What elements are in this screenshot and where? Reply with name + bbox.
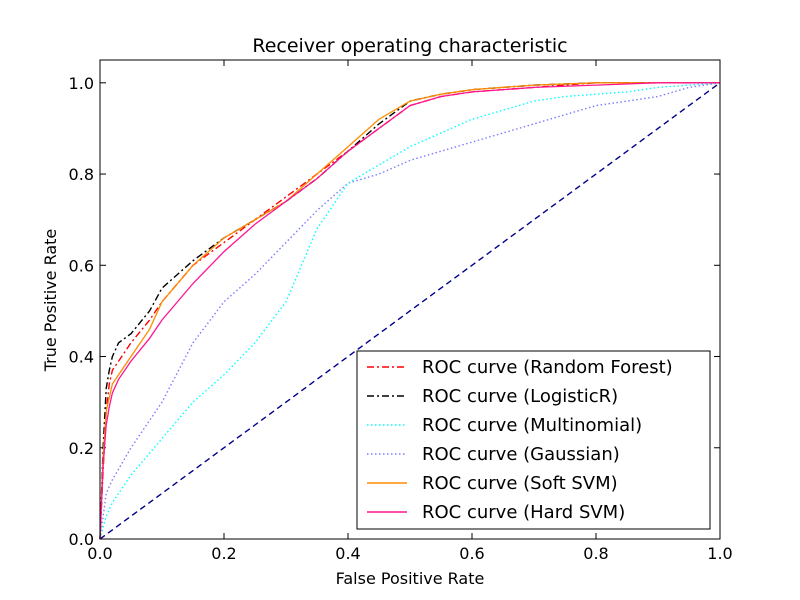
legend-label: ROC curve (Soft SVM) xyxy=(422,473,618,494)
x-axis-label: False Positive Rate xyxy=(336,569,485,588)
y-tick-label: 0.4 xyxy=(69,348,94,367)
legend-label: ROC curve (Random Forest) xyxy=(422,357,673,378)
y-tick-label: 0.8 xyxy=(69,165,94,184)
plot-frame xyxy=(99,59,721,540)
chart-title: Receiver operating characteristic xyxy=(252,35,567,57)
x-tick-label: 0.6 xyxy=(459,544,484,563)
legend-label: ROC curve (LogisticR) xyxy=(422,386,618,407)
y-axis-label: True Positive Rate xyxy=(41,229,60,373)
y-tick-label: 0.2 xyxy=(69,439,94,458)
x-tick-label: 0.2 xyxy=(211,544,236,563)
y-tick-label: 0.6 xyxy=(69,256,94,275)
y-tick-label: 1.0 xyxy=(69,74,94,93)
reference-diagonal-line xyxy=(99,82,721,540)
series-line-roc-curve-hard-svm- xyxy=(99,82,720,540)
legend-label: ROC curve (Gaussian) xyxy=(422,444,620,465)
legend-frame xyxy=(356,350,711,530)
x-tick-label: 0.0 xyxy=(87,544,112,563)
x-tick-label: 0.4 xyxy=(335,544,360,563)
x-tick-label: 0.8 xyxy=(583,544,608,563)
series-lines xyxy=(99,82,721,540)
y-tick-label: 0.0 xyxy=(69,530,94,549)
legend: ROC curve (Random Forest) ROC curve (Logi… xyxy=(356,350,711,530)
axis-ticks: 0.0 0.2 0.4 0.6 0.8 1.0 0.0 0.2 0.4 0.6 0.8 1.0 xyxy=(69,60,733,563)
series-line-roc-curve-multinomial- xyxy=(99,82,721,540)
legend-label: ROC curve (Hard SVM) xyxy=(422,502,625,523)
x-tick-label: 1.0 xyxy=(707,544,732,563)
series-line-roc-curve-soft-svm- xyxy=(99,82,720,540)
legend-label: ROC curve (Multinomial) xyxy=(422,415,642,436)
